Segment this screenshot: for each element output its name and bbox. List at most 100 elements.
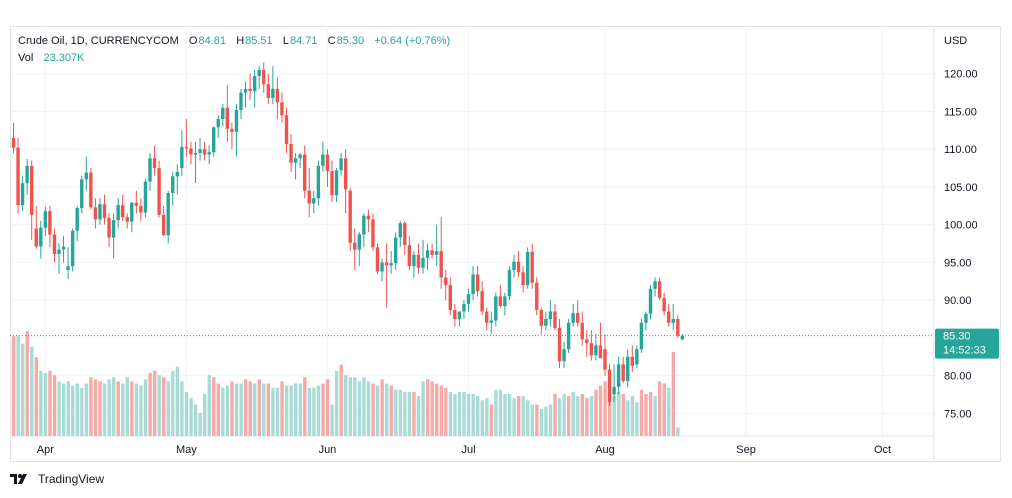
candle-body[interactable] — [448, 285, 452, 310]
candle-body[interactable] — [48, 211, 52, 235]
candle-body[interactable] — [657, 281, 662, 298]
candle-body[interactable] — [184, 146, 189, 149]
candle-body[interactable] — [171, 176, 175, 193]
candle-body[interactable] — [107, 217, 111, 238]
candle-body[interactable] — [580, 322, 584, 340]
candle-body[interactable] — [175, 171, 179, 177]
candle-body[interactable] — [412, 254, 416, 267]
candle-body[interactable] — [576, 312, 580, 323]
candle-body[interactable] — [594, 345, 598, 356]
candle-body[interactable] — [630, 356, 634, 366]
candle-body[interactable] — [539, 309, 543, 326]
candle-body[interactable] — [507, 269, 512, 297]
candle-body[interactable] — [589, 343, 594, 356]
candle-body[interactable] — [434, 251, 439, 255]
candle-body[interactable] — [271, 88, 275, 98]
candle-body[interactable] — [198, 149, 202, 153]
tradingview-logo[interactable]: TradingView — [10, 472, 104, 486]
candle-body[interactable] — [380, 262, 384, 272]
candle-body[interactable] — [430, 250, 434, 255]
candle-body[interactable] — [525, 251, 530, 286]
candle-body[interactable] — [603, 349, 607, 370]
candle-body[interactable] — [266, 84, 270, 98]
candle-body[interactable] — [444, 277, 448, 286]
candle-body[interactable] — [471, 274, 475, 295]
candle-body[interactable] — [102, 204, 107, 218]
candle-body[interactable] — [676, 319, 680, 336]
candle-body[interactable] — [416, 254, 421, 268]
candle-body[interactable] — [303, 154, 307, 191]
candle-body[interactable] — [348, 190, 352, 243]
candle-body[interactable] — [562, 349, 566, 362]
candle-body[interactable] — [653, 281, 657, 289]
candle-body[interactable] — [80, 179, 84, 209]
candle-body[interactable] — [316, 165, 321, 199]
candle-body[interactable] — [466, 294, 471, 304]
candle-body[interactable] — [161, 214, 166, 236]
candle-body[interactable] — [157, 168, 161, 215]
candle-body[interactable] — [512, 261, 516, 270]
candle-body[interactable] — [353, 242, 357, 250]
candle-body[interactable] — [166, 192, 170, 236]
candle-body[interactable] — [521, 272, 525, 286]
candle-body[interactable] — [571, 312, 575, 323]
candle-body[interactable] — [635, 349, 639, 365]
candle-body[interactable] — [339, 158, 343, 171]
candle-body[interactable] — [516, 261, 521, 273]
candle-body[interactable] — [20, 183, 25, 206]
candle-body[interactable] — [662, 297, 666, 312]
candle-body[interactable] — [475, 274, 480, 292]
price-chart[interactable]: 120.00 115.00 110.00 105.00 100.00 95.00 90.00… — [10, 26, 1001, 462]
candle-body[interactable] — [212, 127, 216, 153]
candle-body[interactable] — [612, 386, 616, 395]
candle-body[interactable] — [89, 172, 93, 208]
candle-body[interactable] — [398, 223, 402, 238]
candle-body[interactable] — [52, 234, 57, 255]
candle-body[interactable] — [225, 107, 230, 129]
candle-body[interactable] — [489, 320, 493, 323]
candle-body[interactable] — [252, 76, 257, 92]
candle-body[interactable] — [639, 322, 644, 350]
candle-body[interactable] — [407, 245, 412, 267]
candle-body[interactable] — [680, 335, 685, 340]
candle-body[interactable] — [371, 219, 375, 248]
candle-body[interactable] — [39, 227, 43, 247]
candle-body[interactable] — [453, 309, 457, 320]
candle-body[interactable] — [248, 88, 252, 92]
candle-body[interactable] — [585, 339, 589, 344]
candle-body[interactable] — [125, 217, 129, 222]
candle-body[interactable] — [202, 149, 207, 155]
symbol-label[interactable]: Crude Oil, 1D, CURRENCYCOM — [18, 35, 179, 47]
candle-body[interactable] — [134, 202, 139, 206]
candle-body[interactable] — [193, 152, 198, 155]
candle-body[interactable] — [130, 202, 134, 222]
candle-body[interactable] — [544, 319, 548, 326]
candle-body[interactable] — [11, 137, 16, 148]
candle-body[interactable] — [503, 296, 507, 307]
candle-body[interactable] — [421, 257, 425, 268]
candle-body[interactable] — [462, 303, 466, 312]
candle-body[interactable] — [70, 230, 75, 267]
candle-body[interactable] — [530, 251, 534, 283]
candle-body[interactable] — [152, 158, 157, 169]
candle-body[interactable] — [66, 266, 70, 270]
candle-body[interactable] — [275, 88, 280, 103]
candle-body[interactable] — [485, 311, 489, 323]
candle-body[interactable] — [216, 119, 220, 128]
candle-body[interactable] — [330, 171, 334, 196]
candle-body[interactable] — [143, 181, 148, 213]
candle-body[interactable] — [257, 69, 261, 76]
candle-body[interactable] — [343, 158, 348, 190]
candle-body[interactable] — [644, 313, 648, 323]
candle-body[interactable] — [111, 220, 116, 238]
candle-body[interactable] — [394, 237, 398, 264]
candle-body[interactable] — [389, 263, 393, 266]
candle-body[interactable] — [189, 148, 193, 155]
candle-body[interactable] — [667, 311, 671, 323]
candle-body[interactable] — [648, 288, 653, 314]
candle-body[interactable] — [30, 165, 34, 215]
candle-body[interactable] — [16, 147, 20, 206]
candle-body[interactable] — [98, 204, 102, 220]
candle-body[interactable] — [61, 246, 66, 250]
candle-body[interactable] — [553, 311, 557, 329]
